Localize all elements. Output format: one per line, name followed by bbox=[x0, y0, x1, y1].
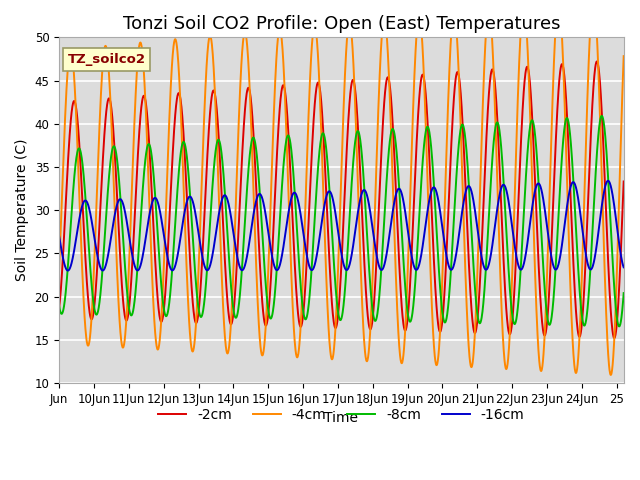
-2cm bbox=[84, 294, 92, 300]
-8cm bbox=[620, 290, 628, 296]
-8cm bbox=[84, 232, 92, 238]
Title: Tonzi Soil CO2 Profile: Open (East) Temperatures: Tonzi Soil CO2 Profile: Open (East) Temp… bbox=[123, 15, 560, 33]
-16cm bbox=[604, 178, 612, 184]
-2cm bbox=[315, 80, 323, 86]
-2cm bbox=[611, 335, 618, 341]
-16cm bbox=[315, 239, 323, 244]
-2cm bbox=[500, 259, 508, 265]
-16cm bbox=[604, 178, 611, 184]
Legend: -2cm, -4cm, -8cm, -16cm: -2cm, -4cm, -8cm, -16cm bbox=[153, 403, 530, 428]
-2cm bbox=[593, 59, 601, 64]
-2cm bbox=[604, 246, 611, 252]
Line: -8cm: -8cm bbox=[59, 116, 624, 326]
-4cm bbox=[500, 347, 508, 352]
-16cm bbox=[64, 268, 72, 274]
-8cm bbox=[604, 161, 611, 167]
-4cm bbox=[607, 372, 614, 378]
-16cm bbox=[500, 182, 508, 188]
-8cm bbox=[500, 180, 508, 186]
-4cm bbox=[84, 343, 92, 348]
-16cm bbox=[604, 178, 611, 184]
-16cm bbox=[620, 264, 628, 270]
Line: -4cm: -4cm bbox=[59, 0, 624, 375]
Line: -16cm: -16cm bbox=[59, 181, 624, 271]
-8cm bbox=[55, 303, 63, 309]
Text: TZ_soilco2: TZ_soilco2 bbox=[68, 53, 146, 66]
-2cm bbox=[604, 239, 611, 245]
-8cm bbox=[598, 113, 605, 119]
-2cm bbox=[620, 179, 628, 184]
-2cm bbox=[55, 305, 63, 311]
-8cm bbox=[315, 157, 323, 163]
-4cm bbox=[55, 265, 63, 271]
Line: -2cm: -2cm bbox=[59, 61, 624, 338]
-4cm bbox=[620, 53, 628, 59]
-8cm bbox=[330, 256, 337, 262]
-16cm bbox=[84, 203, 92, 208]
Y-axis label: Soil Temperature (C): Soil Temperature (C) bbox=[15, 139, 29, 281]
-4cm bbox=[604, 341, 611, 347]
-4cm bbox=[330, 349, 337, 355]
-16cm bbox=[330, 202, 338, 207]
-4cm bbox=[604, 336, 611, 342]
-16cm bbox=[55, 233, 63, 239]
-8cm bbox=[604, 166, 611, 172]
-8cm bbox=[615, 324, 623, 329]
X-axis label: Time: Time bbox=[324, 411, 358, 425]
-4cm bbox=[315, 66, 323, 72]
-2cm bbox=[330, 318, 337, 324]
-4cm bbox=[589, 0, 597, 2]
